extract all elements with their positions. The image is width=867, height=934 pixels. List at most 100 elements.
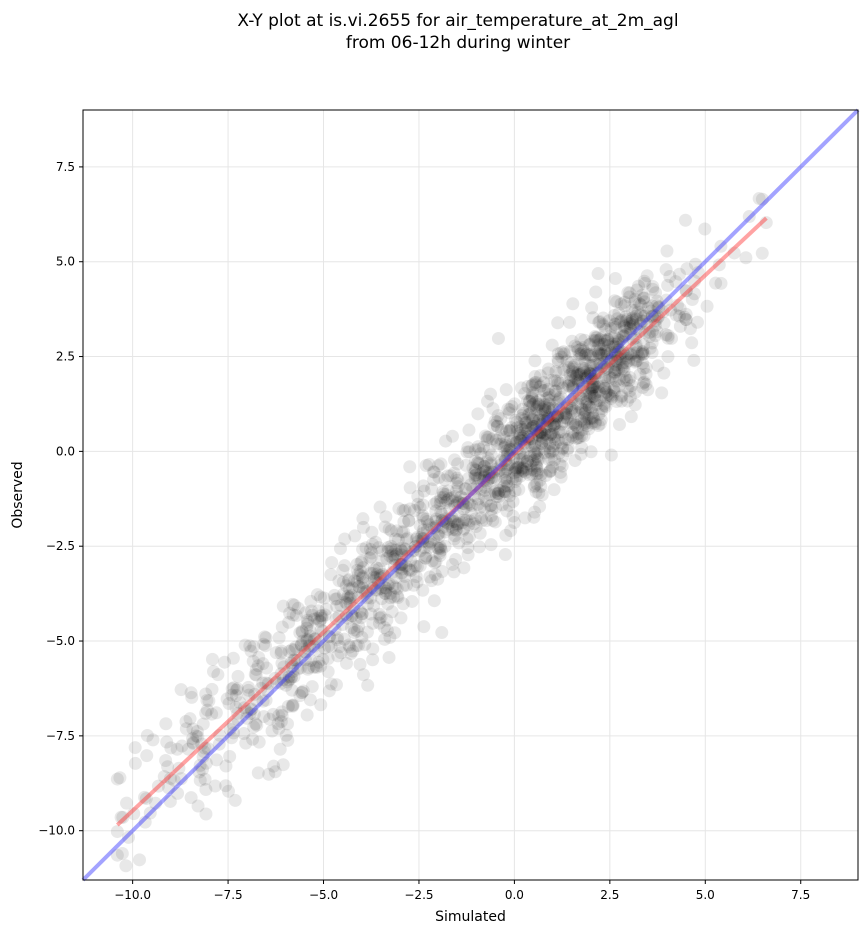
data-point (596, 317, 610, 331)
data-point (294, 638, 308, 652)
data-point (413, 518, 427, 532)
data-point (338, 559, 352, 573)
data-point (471, 497, 485, 511)
data-point (443, 503, 457, 517)
data-point (498, 436, 512, 450)
data-point (389, 543, 403, 557)
data-point (324, 568, 338, 582)
data-point (538, 405, 552, 419)
data-point (243, 707, 257, 721)
data-point (223, 722, 237, 736)
data-point (501, 402, 515, 416)
data-point (332, 574, 346, 588)
data-point (548, 388, 562, 402)
data-point (570, 367, 584, 381)
data-point (199, 783, 213, 797)
data-point (296, 634, 310, 648)
data-point (560, 401, 574, 415)
data-point (282, 673, 296, 687)
data-point (586, 389, 600, 403)
data-point (625, 379, 639, 393)
data-point (614, 313, 628, 327)
data-point (633, 325, 647, 339)
data-point (462, 423, 476, 437)
data-point (403, 481, 417, 495)
data-point (128, 741, 142, 755)
data-point (322, 684, 336, 698)
data-point (441, 484, 455, 498)
data-point (727, 246, 741, 260)
data-point (376, 567, 390, 581)
data-point (324, 640, 338, 654)
data-point (566, 417, 580, 431)
data-point (157, 770, 171, 784)
data-point (525, 420, 539, 434)
data-point (530, 464, 544, 478)
data-point (424, 535, 438, 549)
data-point (433, 497, 447, 511)
data-point (281, 699, 295, 713)
data-point (609, 358, 623, 372)
data-point (569, 371, 583, 385)
data-point (247, 640, 261, 654)
data-point (291, 662, 305, 676)
data-point (225, 688, 239, 702)
data-point (523, 407, 537, 421)
data-point (451, 517, 465, 531)
data-point (547, 402, 561, 416)
data-point (648, 329, 662, 343)
data-point (333, 542, 347, 556)
data-point (566, 369, 580, 383)
data-point (527, 480, 541, 494)
data-point (186, 732, 200, 746)
data-point (479, 464, 493, 478)
data-point (566, 379, 580, 393)
data-point (511, 461, 525, 475)
data-point (405, 563, 419, 577)
data-point (575, 429, 589, 443)
data-point (577, 364, 591, 378)
data-point (580, 371, 594, 385)
data-point (611, 332, 625, 346)
data-point (450, 496, 464, 510)
data-point (375, 592, 389, 606)
data-point (350, 563, 364, 577)
data-point (586, 380, 600, 394)
data-point (610, 312, 624, 326)
data-point (587, 367, 601, 381)
data-point (612, 418, 626, 432)
data-point (546, 410, 560, 424)
data-point (623, 390, 637, 404)
data-point (509, 470, 523, 484)
data-point (571, 343, 585, 357)
data-point (417, 531, 431, 545)
data-point (587, 411, 601, 425)
data-point (490, 462, 504, 476)
data-point (482, 472, 496, 486)
data-point (477, 459, 491, 473)
data-point (300, 632, 314, 646)
data-point (627, 346, 641, 360)
data-point (379, 587, 393, 601)
data-point (258, 630, 272, 644)
data-point (365, 525, 379, 539)
data-point (550, 374, 564, 388)
data-point (564, 356, 578, 370)
data-point (237, 701, 251, 715)
data-point (449, 552, 463, 566)
data-point (302, 661, 316, 675)
data-point (480, 433, 494, 447)
data-point (197, 745, 211, 759)
data-point (543, 441, 557, 455)
data-point (393, 542, 407, 556)
data-point (457, 561, 471, 575)
data-point (528, 439, 542, 453)
data-point (533, 426, 547, 440)
data-point (393, 557, 407, 571)
data-point (497, 430, 511, 444)
data-point (474, 482, 488, 496)
data-point (564, 416, 578, 430)
data-point (450, 518, 464, 532)
data-point (583, 389, 597, 403)
data-point (350, 557, 364, 571)
